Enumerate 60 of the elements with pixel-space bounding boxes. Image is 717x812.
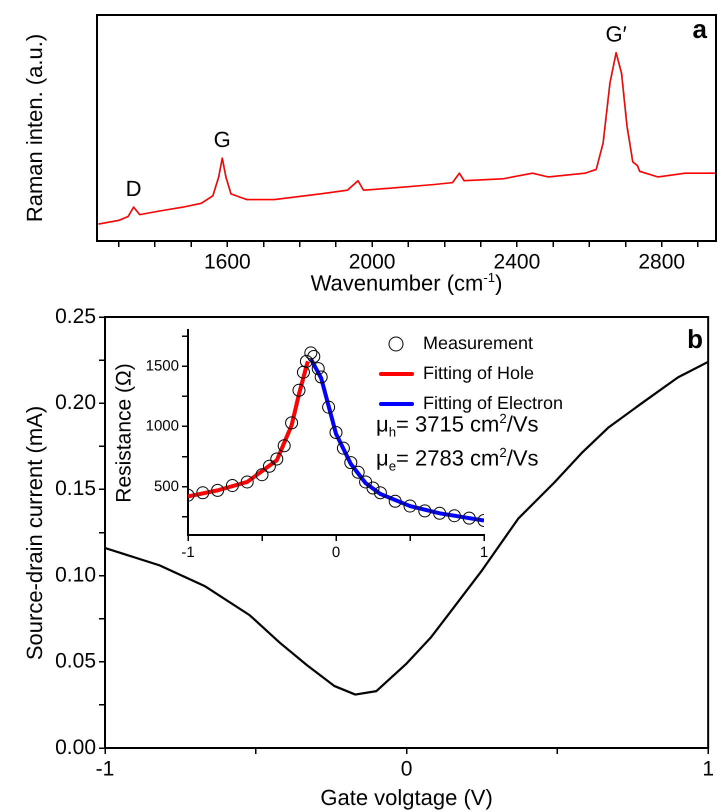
y-tick-label: 500 xyxy=(154,478,179,495)
y-tick-label: 0.15 xyxy=(55,477,96,500)
point xyxy=(404,500,416,513)
y-tick-label: 0.20 xyxy=(55,390,96,414)
point xyxy=(388,494,402,508)
annotation: b xyxy=(687,324,703,354)
annotation: D xyxy=(126,176,142,202)
point xyxy=(270,452,284,466)
y-tick-label: 0.10 xyxy=(55,563,96,586)
annotation: G′ xyxy=(605,22,627,47)
point xyxy=(352,466,365,479)
legend-label: Fitting of Electron xyxy=(423,392,564,413)
y-axis-title: Resistance (Ω) xyxy=(112,362,136,502)
text: a xyxy=(692,14,707,44)
point xyxy=(292,384,306,397)
point xyxy=(296,366,310,379)
y-tick-label: 1500 xyxy=(146,357,179,374)
point xyxy=(304,346,318,360)
point xyxy=(448,509,461,522)
x-tick-label: 0 xyxy=(400,757,412,780)
x-tick-label: -1 xyxy=(181,544,195,562)
point xyxy=(322,400,336,414)
point xyxy=(226,479,239,492)
point xyxy=(307,350,320,364)
legend-label: Fitting of Hole xyxy=(423,362,534,383)
point xyxy=(300,354,313,368)
x-axis-title: Gate volgtage (V) xyxy=(320,785,493,810)
y-tick-label: 0.25 xyxy=(55,304,96,328)
point xyxy=(285,416,298,430)
legend-label: Measurement xyxy=(423,332,534,353)
point xyxy=(418,504,432,518)
point xyxy=(366,481,380,494)
y-axis-title: Raman inten. (a.u.) xyxy=(22,34,47,222)
point xyxy=(312,362,325,376)
point xyxy=(262,460,276,473)
point xyxy=(359,475,372,488)
y-tick-label: 0.05 xyxy=(55,650,96,673)
point xyxy=(330,426,342,439)
x-tick-label: 1600 xyxy=(204,250,251,274)
x-tick-label: 2800 xyxy=(638,250,686,274)
point xyxy=(374,486,387,500)
y-axis-title: Source-drain current (mA) xyxy=(22,405,47,660)
point xyxy=(433,506,446,520)
point xyxy=(336,442,350,455)
point xyxy=(462,512,476,525)
point xyxy=(278,439,291,452)
point xyxy=(256,468,268,482)
x-tick-label: 1 xyxy=(702,757,714,780)
annotation: G xyxy=(214,127,231,152)
point xyxy=(211,484,224,497)
point xyxy=(240,475,254,488)
annotation: μ$_{e}$= 2783 cm$^{2}$/Vs xyxy=(376,445,539,474)
y-tick-label: 0.00 xyxy=(55,736,96,759)
point xyxy=(344,456,358,470)
x-tick-label: 0 xyxy=(332,544,340,562)
x-tick-label: -1 xyxy=(96,757,114,780)
x-tick-label: 1 xyxy=(480,544,488,562)
point xyxy=(314,370,328,384)
y-tick-label: 1000 xyxy=(146,418,179,435)
point xyxy=(196,486,210,500)
